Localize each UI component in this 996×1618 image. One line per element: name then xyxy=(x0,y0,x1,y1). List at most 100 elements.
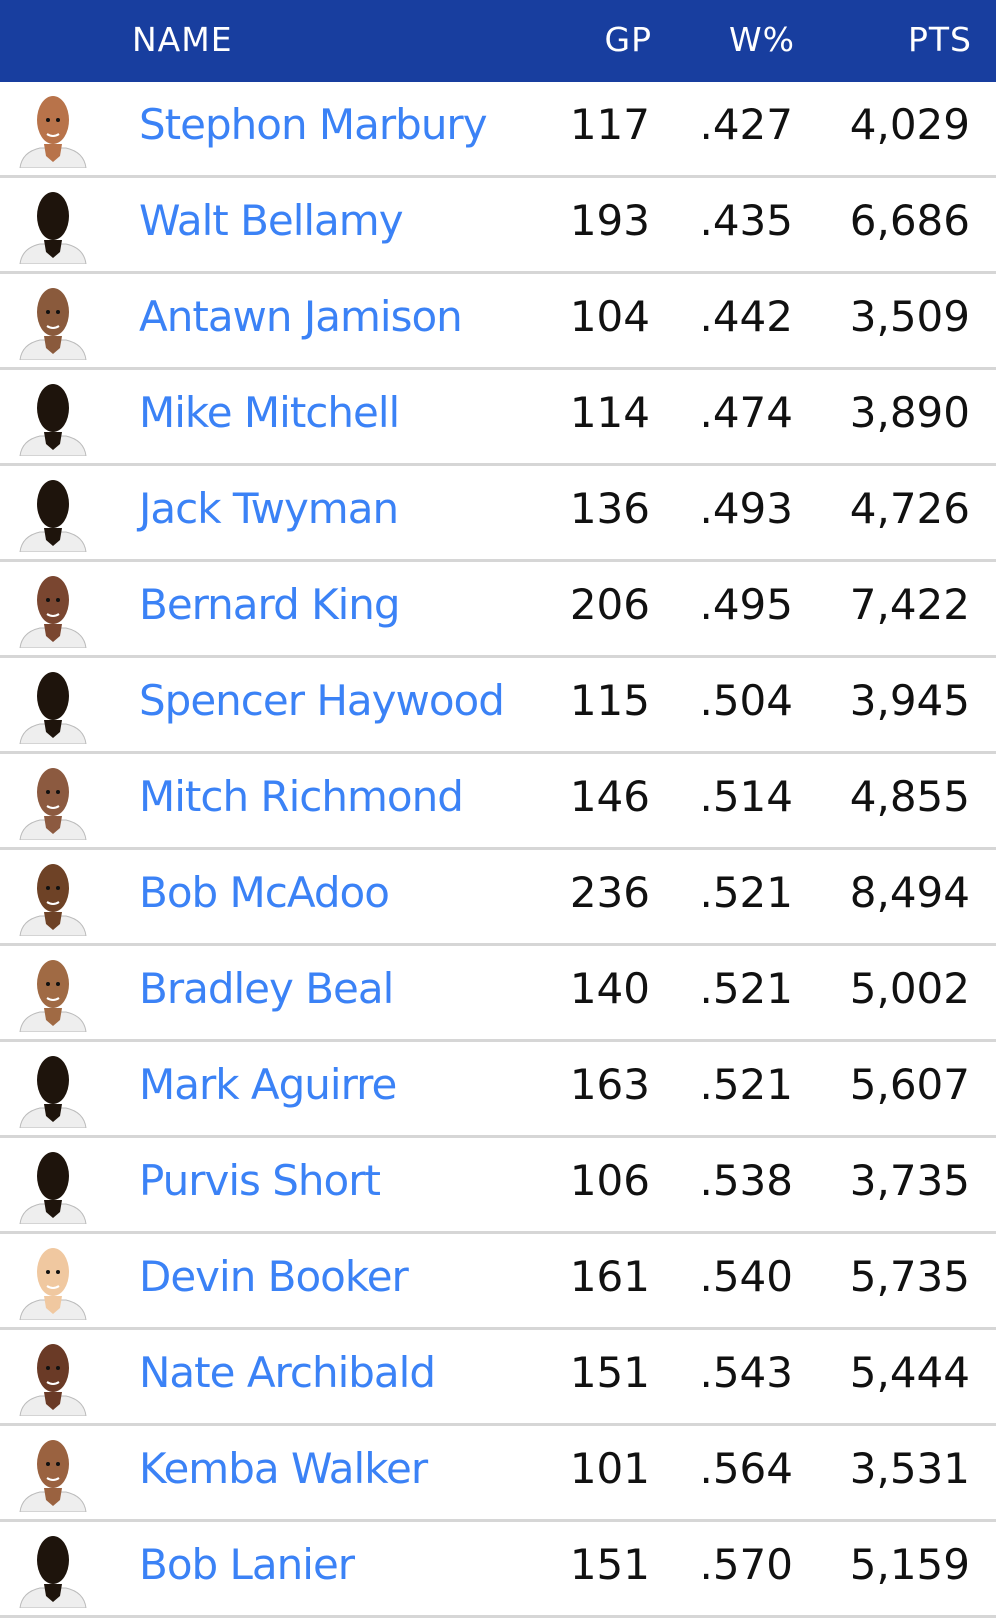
table-row: Bernard King 206 .495 7,422 xyxy=(0,562,996,658)
points: 8,494 xyxy=(849,868,970,917)
games-played: 146 xyxy=(569,772,650,821)
table-row: Nate Archibald 151 .543 5,444 xyxy=(0,1330,996,1426)
points: 5,444 xyxy=(849,1348,970,1397)
player-name-link[interactable]: Walt Bellamy xyxy=(139,196,404,245)
player-avatar-icon xyxy=(18,1434,88,1513)
points: 3,735 xyxy=(849,1156,970,1205)
column-header-win-pct[interactable]: W% xyxy=(729,20,795,59)
table-row: Stephon Marbury 117 .427 4,029 xyxy=(0,82,996,178)
player-avatar-icon xyxy=(18,1530,88,1609)
points: 5,607 xyxy=(849,1060,970,1109)
table-row: Purvis Short 106 .538 3,735 xyxy=(0,1138,996,1234)
win-percentage: .538 xyxy=(699,1156,793,1205)
win-percentage: .564 xyxy=(699,1444,793,1493)
win-percentage: .521 xyxy=(699,868,793,917)
player-avatar-icon xyxy=(18,762,88,841)
player-avatar-icon xyxy=(18,1050,88,1129)
games-played: 193 xyxy=(569,196,650,245)
win-percentage: .435 xyxy=(699,196,793,245)
player-name-link[interactable]: Kemba Walker xyxy=(139,1444,428,1493)
table-row: Bob Lanier 151 .570 5,159 xyxy=(0,1522,996,1618)
win-percentage: .540 xyxy=(699,1252,793,1301)
games-played: 114 xyxy=(569,388,650,437)
player-name-link[interactable]: Devin Booker xyxy=(139,1252,409,1301)
table-row: Mike Mitchell 114 .474 3,890 xyxy=(0,370,996,466)
player-name-link[interactable]: Bob McAdoo xyxy=(139,868,390,917)
table-row: Mitch Richmond 146 .514 4,855 xyxy=(0,754,996,850)
player-name-link[interactable]: Stephon Marbury xyxy=(139,100,488,149)
player-avatar-icon xyxy=(18,90,88,169)
table-row: Spencer Haywood 115 .504 3,945 xyxy=(0,658,996,754)
points: 5,159 xyxy=(849,1540,970,1589)
player-avatar-icon xyxy=(18,1242,88,1321)
points: 4,029 xyxy=(849,100,970,149)
points: 3,509 xyxy=(849,292,970,341)
player-avatar-icon xyxy=(18,378,88,457)
table-row: Bob McAdoo 236 .521 8,494 xyxy=(0,850,996,946)
points: 5,002 xyxy=(849,964,970,1013)
player-avatar-icon xyxy=(18,954,88,1033)
player-name-link[interactable]: Purvis Short xyxy=(139,1156,381,1205)
games-played: 101 xyxy=(569,1444,650,1493)
player-avatar-icon xyxy=(18,474,88,553)
games-played: 163 xyxy=(569,1060,650,1109)
games-played: 151 xyxy=(569,1540,650,1589)
win-percentage: .514 xyxy=(699,772,793,821)
player-name-link[interactable]: Bob Lanier xyxy=(139,1540,355,1589)
win-percentage: .521 xyxy=(699,1060,793,1109)
games-played: 151 xyxy=(569,1348,650,1397)
player-avatar-icon xyxy=(18,186,88,265)
player-name-link[interactable]: Antawn Jamison xyxy=(139,292,463,341)
player-name-link[interactable]: Mitch Richmond xyxy=(139,772,464,821)
games-played: 104 xyxy=(569,292,650,341)
table-row: Jack Twyman 136 .493 4,726 xyxy=(0,466,996,562)
win-percentage: .570 xyxy=(699,1540,793,1589)
table-row: Walt Bellamy 193 .435 6,686 xyxy=(0,178,996,274)
points: 3,531 xyxy=(849,1444,970,1493)
column-header-pts[interactable]: PTS xyxy=(907,20,972,59)
win-percentage: .474 xyxy=(699,388,793,437)
player-avatar-icon xyxy=(18,570,88,649)
games-played: 161 xyxy=(569,1252,650,1301)
table-row: Mark Aguirre 163 .521 5,607 xyxy=(0,1042,996,1138)
win-percentage: .495 xyxy=(699,580,793,629)
player-avatar-icon xyxy=(18,1146,88,1225)
player-name-link[interactable]: Jack Twyman xyxy=(139,484,399,533)
player-avatar-icon xyxy=(18,858,88,937)
points: 3,890 xyxy=(849,388,970,437)
player-avatar-icon xyxy=(18,666,88,745)
table-row: Kemba Walker 101 .564 3,531 xyxy=(0,1426,996,1522)
win-percentage: .493 xyxy=(699,484,793,533)
games-played: 140 xyxy=(569,964,650,1013)
player-name-link[interactable]: Bradley Beal xyxy=(139,964,394,1013)
table-row: Antawn Jamison 104 .442 3,509 xyxy=(0,274,996,370)
win-percentage: .442 xyxy=(699,292,793,341)
games-played: 106 xyxy=(569,1156,650,1205)
games-played: 117 xyxy=(569,100,650,149)
points: 3,945 xyxy=(849,676,970,725)
points: 5,735 xyxy=(849,1252,970,1301)
win-percentage: .427 xyxy=(699,100,793,149)
points: 4,726 xyxy=(849,484,970,533)
column-header-name[interactable]: NAME xyxy=(132,20,233,59)
table-row: Bradley Beal 140 .521 5,002 xyxy=(0,946,996,1042)
games-played: 136 xyxy=(569,484,650,533)
win-percentage: .521 xyxy=(699,964,793,1013)
games-played: 206 xyxy=(569,580,650,629)
player-avatar-icon xyxy=(18,282,88,361)
player-name-link[interactable]: Nate Archibald xyxy=(139,1348,436,1397)
win-percentage: .504 xyxy=(699,676,793,725)
games-played: 236 xyxy=(569,868,650,917)
table-row: Devin Booker 161 .540 5,735 xyxy=(0,1234,996,1330)
win-percentage: .543 xyxy=(699,1348,793,1397)
player-name-link[interactable]: Mark Aguirre xyxy=(139,1060,397,1109)
player-name-link[interactable]: Bernard King xyxy=(139,580,401,629)
column-header-gp[interactable]: GP xyxy=(604,20,652,59)
player-name-link[interactable]: Mike Mitchell xyxy=(139,388,400,437)
table-header: NAME GP W% PTS xyxy=(0,0,996,82)
player-name-link[interactable]: Spencer Haywood xyxy=(139,676,505,725)
points: 4,855 xyxy=(849,772,970,821)
points: 6,686 xyxy=(849,196,970,245)
points: 7,422 xyxy=(849,580,970,629)
games-played: 115 xyxy=(569,676,650,725)
